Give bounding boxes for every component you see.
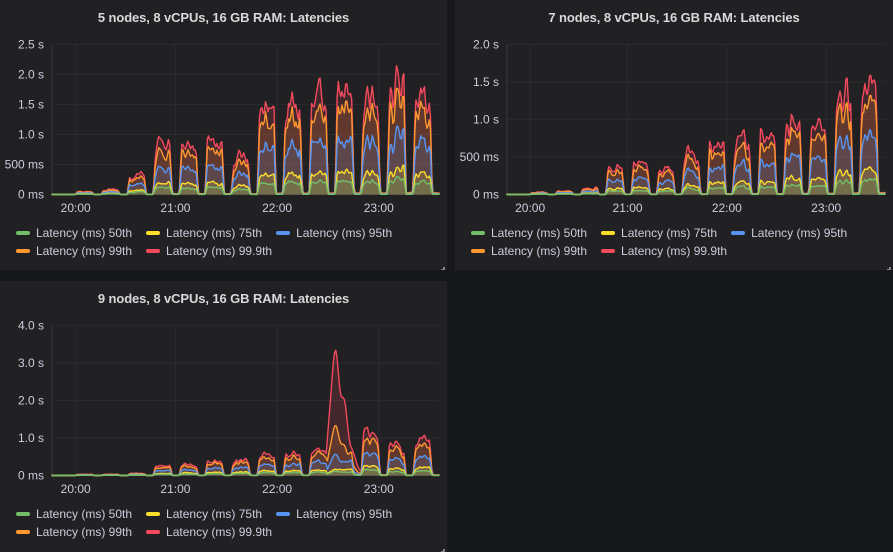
svg-text:2.0 s: 2.0 s bbox=[473, 37, 499, 51]
svg-text:1.0 s: 1.0 s bbox=[473, 112, 499, 126]
svg-text:2.5 s: 2.5 s bbox=[18, 37, 44, 51]
svg-text:1.5 s: 1.5 s bbox=[473, 75, 499, 89]
svg-text:500 ms: 500 ms bbox=[460, 150, 499, 164]
svg-text:20:00: 20:00 bbox=[61, 201, 91, 215]
svg-text:23:00: 23:00 bbox=[364, 482, 394, 496]
svg-text:2.0 s: 2.0 s bbox=[18, 393, 44, 407]
svg-text:21:00: 21:00 bbox=[160, 482, 190, 496]
svg-text:500 ms: 500 ms bbox=[5, 157, 44, 171]
svg-text:2.0 s: 2.0 s bbox=[18, 67, 44, 81]
svg-text:21:00: 21:00 bbox=[160, 201, 190, 215]
svg-text:22:00: 22:00 bbox=[712, 201, 742, 215]
svg-text:22:00: 22:00 bbox=[262, 482, 292, 496]
svg-text:3.0 s: 3.0 s bbox=[18, 356, 44, 370]
svg-text:0 ms: 0 ms bbox=[18, 469, 44, 483]
svg-text:21:00: 21:00 bbox=[613, 201, 643, 215]
svg-text:23:00: 23:00 bbox=[364, 201, 394, 215]
svg-text:23:00: 23:00 bbox=[811, 201, 841, 215]
svg-text:1.0 s: 1.0 s bbox=[18, 431, 44, 445]
svg-text:20:00: 20:00 bbox=[515, 201, 545, 215]
svg-text:1.5 s: 1.5 s bbox=[18, 97, 44, 111]
svg-text:22:00: 22:00 bbox=[262, 201, 292, 215]
svg-text:1.0 s: 1.0 s bbox=[18, 127, 44, 141]
svg-text:20:00: 20:00 bbox=[61, 482, 91, 496]
svg-text:0 ms: 0 ms bbox=[473, 188, 499, 202]
svg-text:0 ms: 0 ms bbox=[18, 188, 44, 202]
svg-text:4.0 s: 4.0 s bbox=[18, 318, 44, 332]
